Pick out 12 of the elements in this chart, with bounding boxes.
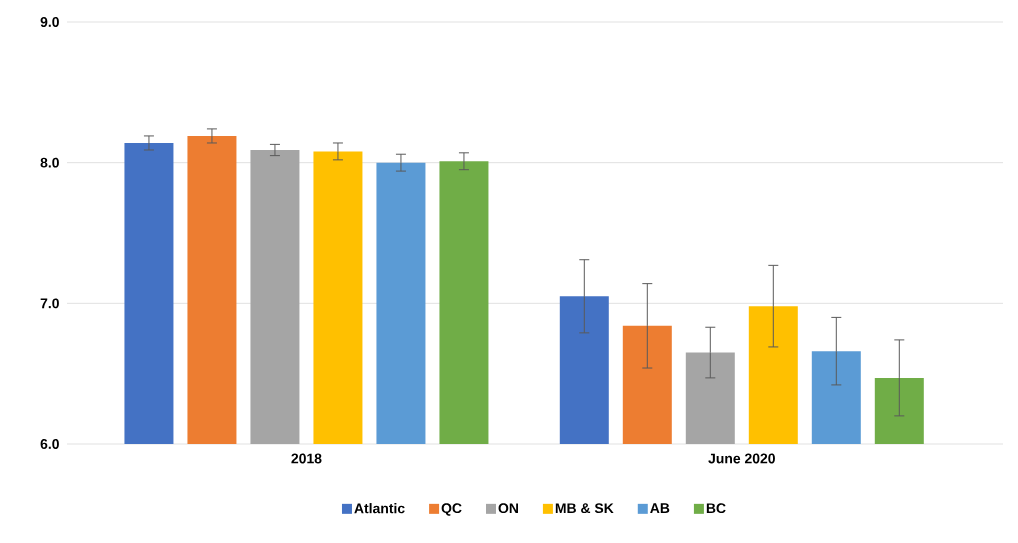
legend-label: QC <box>441 503 462 516</box>
y-tick-label: 8.0 <box>40 157 59 168</box>
legend-label: Atlantic <box>354 503 405 514</box>
y-tick-label: 9.0 <box>40 17 59 27</box>
y-tick-label: 6.0 <box>40 439 59 449</box>
x-tick-label: 2018 <box>291 453 322 464</box>
y-tick-label: 7.0 <box>40 298 59 309</box>
legend-label: ON <box>498 503 518 514</box>
legend-label: MB & SK <box>555 503 614 514</box>
legend-label: BC <box>706 503 726 514</box>
x-tick-label: June 2020 <box>708 453 775 464</box>
legend-label: AB <box>650 503 670 513</box>
